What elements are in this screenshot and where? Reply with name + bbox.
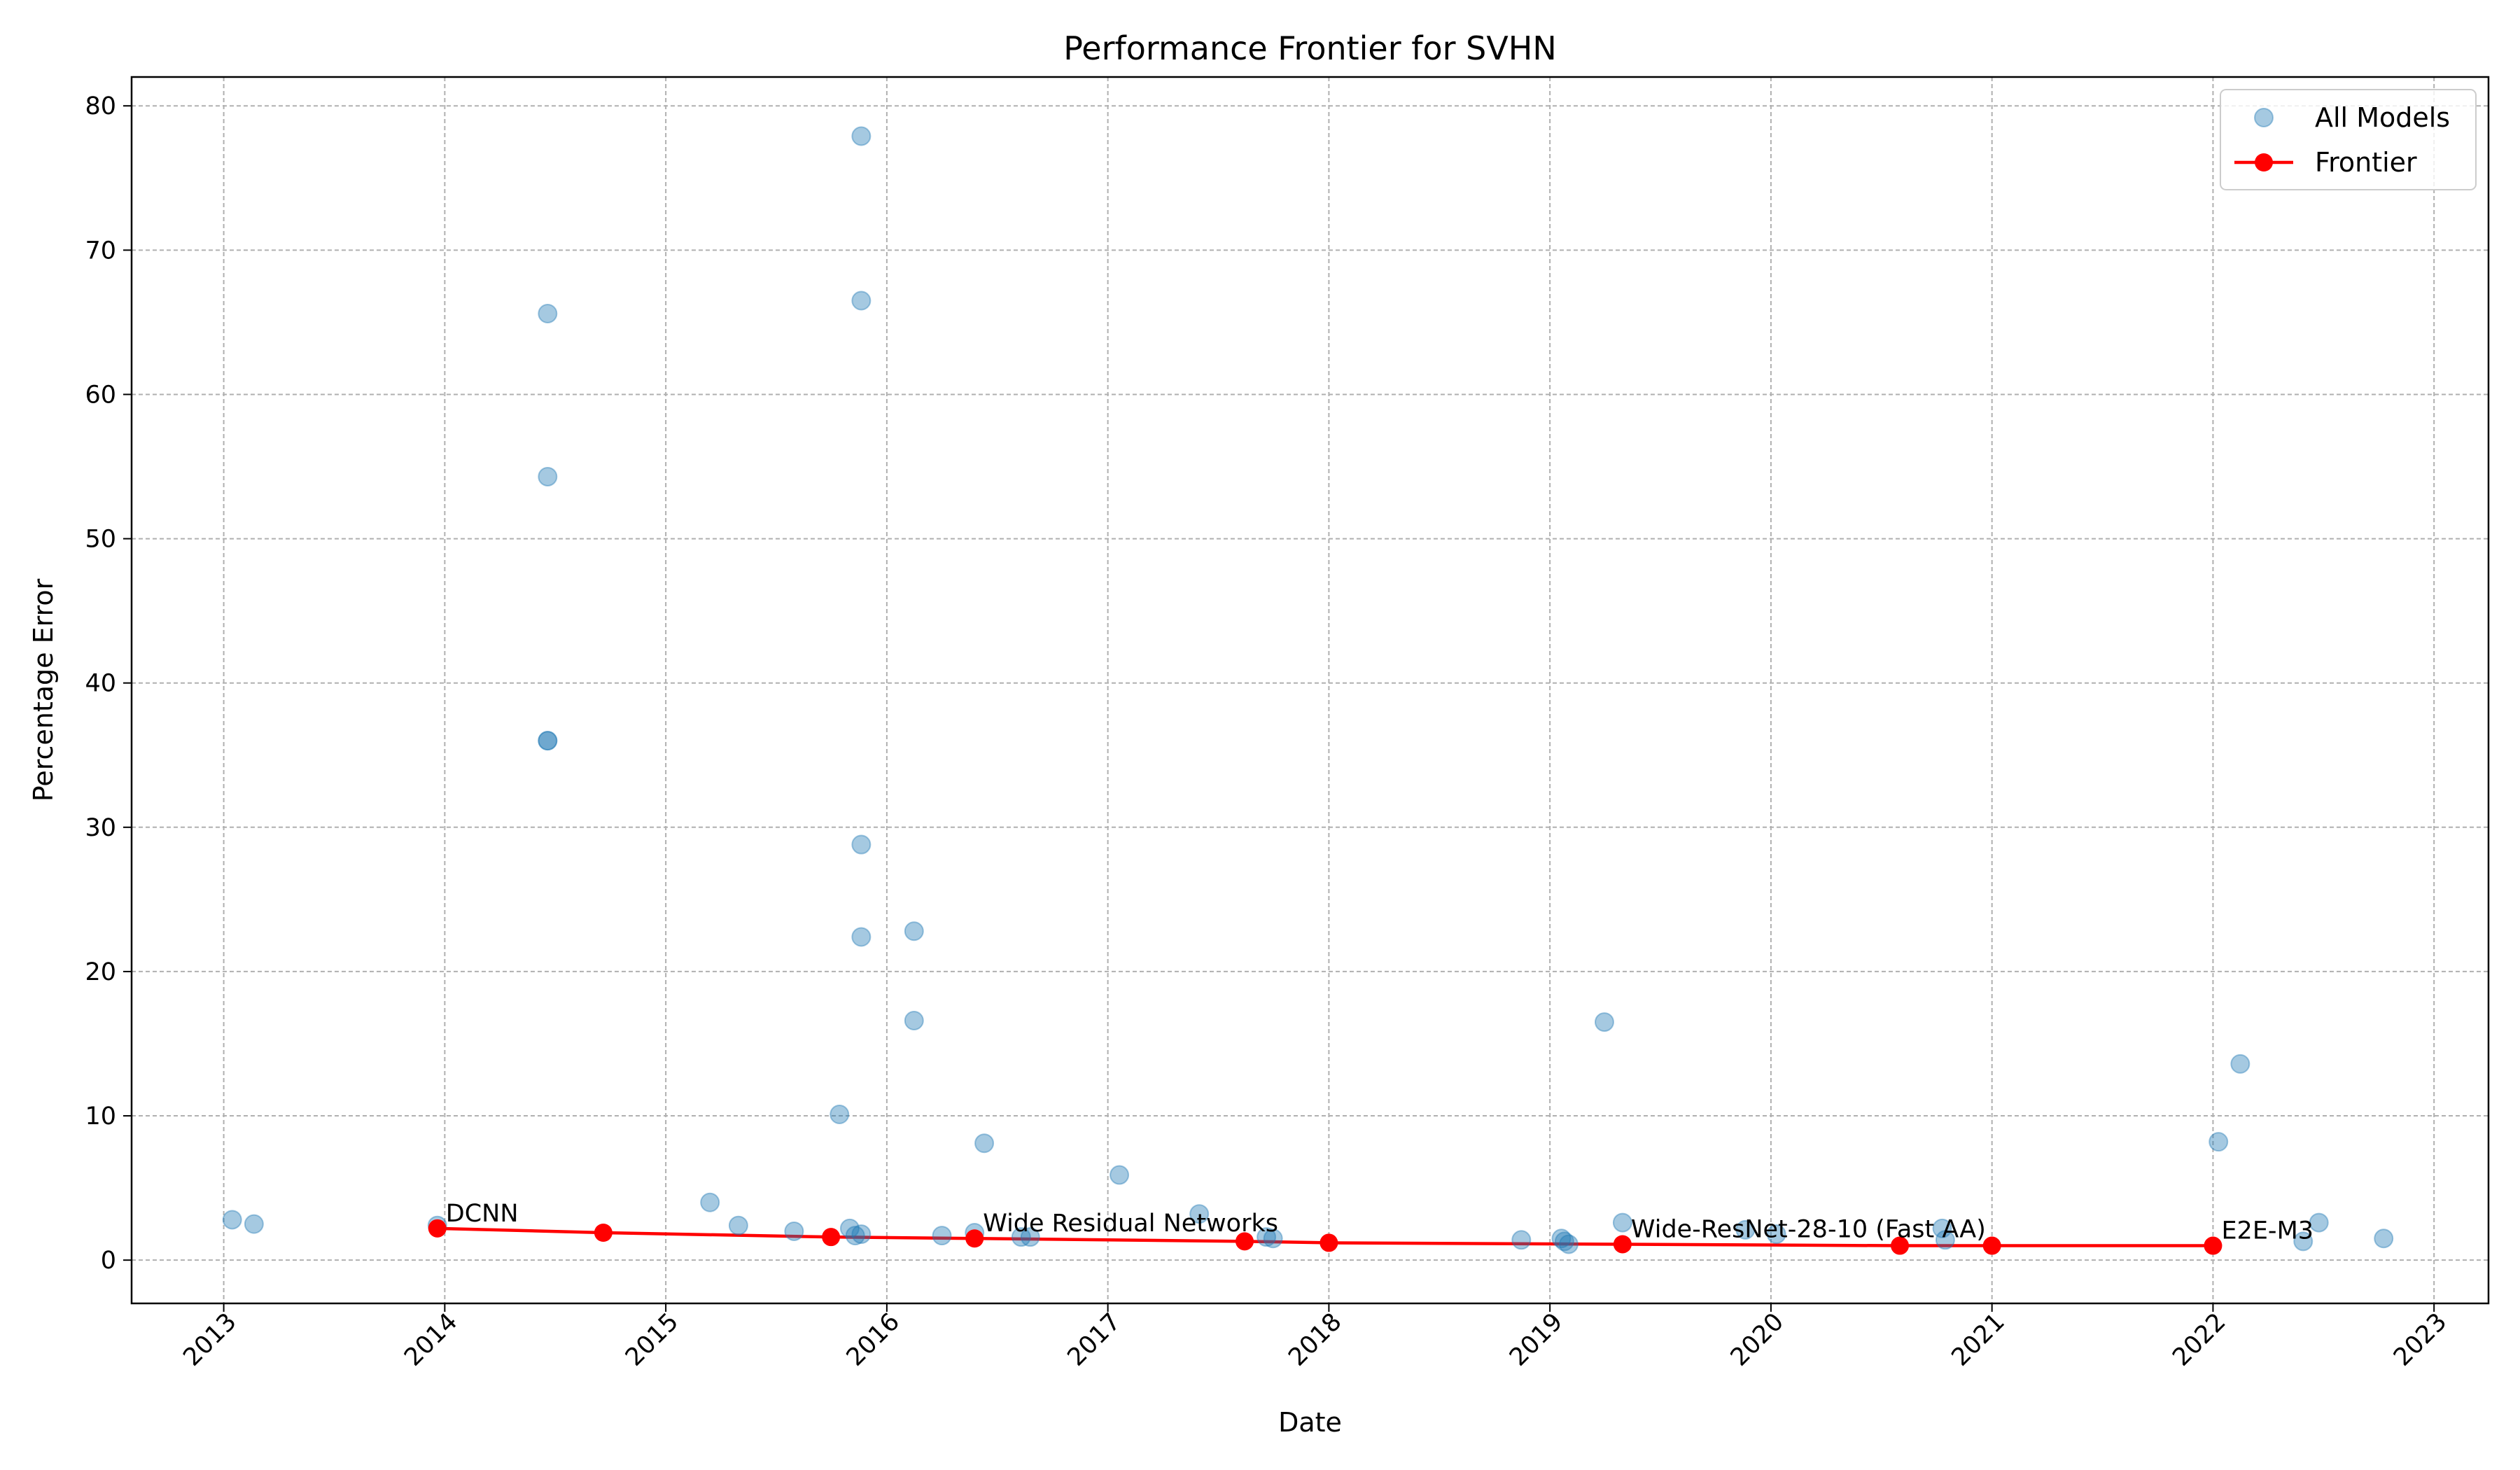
- all-models-point: [728, 1215, 748, 1236]
- all-models-point: [851, 126, 872, 146]
- all-models-point: [538, 304, 558, 324]
- all-models-point: [851, 927, 872, 947]
- y-tick-label: 50: [85, 526, 116, 554]
- all-models-point: [1110, 1165, 1130, 1185]
- all-models-point: [1011, 1227, 1031, 1247]
- all-models-point: [839, 1218, 860, 1238]
- legend-frontier-marker: [2255, 153, 2273, 172]
- all-models-point: [851, 290, 872, 311]
- frontier-annotation: E2E-M3: [2221, 1217, 2314, 1245]
- frontier-point: [822, 1228, 841, 1247]
- all-models-point: [2230, 1054, 2250, 1074]
- all-models-point: [2208, 1132, 2229, 1152]
- all-models-point: [222, 1210, 242, 1230]
- y-tick-label: 0: [101, 1247, 116, 1275]
- all-models-point: [932, 1226, 952, 1246]
- all-models-point: [1932, 1218, 1952, 1238]
- frontier-points: [428, 1219, 2222, 1255]
- all-models-point: [1766, 1224, 1786, 1245]
- legend-frontier-label: Frontier: [2315, 147, 2417, 178]
- frontier-point: [1320, 1233, 1338, 1252]
- frontier-point: [1613, 1235, 1632, 1254]
- all-models-point: [1189, 1204, 1210, 1224]
- all-models-point: [700, 1192, 720, 1212]
- y-tick-label: 30: [85, 814, 116, 842]
- y-tick-label: 20: [85, 958, 116, 986]
- plot-frame: [130, 76, 2490, 1305]
- frontier-line-group: [437, 1226, 2213, 1247]
- all-models-point: [974, 1133, 995, 1154]
- x-axis-label: Date: [1278, 1407, 1342, 1438]
- y-axis-ticks: 0 10 20 30 40 50 60 70 80: [85, 92, 132, 1275]
- frontier-point: [1982, 1236, 2001, 1255]
- all-models-point: [538, 466, 558, 486]
- all-models-point: [244, 1214, 264, 1234]
- annotations: DCNN Wide Residual Networks Wide-ResNet-28…: [446, 1200, 2314, 1245]
- y-tick-label: 60: [85, 381, 116, 409]
- all-models-point: [1612, 1212, 1632, 1233]
- all-models-point: [1735, 1219, 1756, 1240]
- all-models-point: [904, 1011, 924, 1031]
- all-models-point: [2374, 1228, 2394, 1249]
- all-models-point: [1935, 1230, 1955, 1250]
- y-tick-label: 40: [85, 670, 116, 698]
- legend-box: [2220, 89, 2477, 190]
- all-models-point: [904, 921, 924, 941]
- all-models-point: [1594, 1012, 1614, 1032]
- legend-all-models-marker: [2254, 108, 2274, 127]
- y-tick-label: 80: [85, 92, 116, 120]
- all-models-point: [830, 1104, 850, 1124]
- frontier-annotation: Wide-ResNet-28-10 (Fast AA): [1631, 1215, 1986, 1243]
- all-models-point: [851, 1224, 872, 1245]
- grid-lines: [132, 77, 2488, 1303]
- frontier-annotation: Wide Residual Networks: [983, 1210, 1278, 1238]
- chart-title: Performance Frontier for SVHN: [1063, 29, 1557, 67]
- all-models-point: [1020, 1227, 1040, 1247]
- all-models-points: [222, 126, 2394, 1254]
- y-tick-label: 10: [85, 1102, 116, 1130]
- y-tick-label: 70: [85, 237, 116, 265]
- all-models-point: [538, 731, 558, 751]
- frontier-point: [1236, 1232, 1254, 1251]
- all-models-point: [1263, 1228, 1283, 1249]
- all-models-point: [2293, 1231, 2314, 1252]
- all-models-point: [851, 834, 872, 855]
- all-models-point: [2309, 1212, 2329, 1233]
- all-models-point: [784, 1221, 804, 1241]
- frontier-line: [437, 1226, 2213, 1247]
- all-models-point: [1554, 1231, 1574, 1252]
- all-models-point: [1551, 1228, 1572, 1249]
- frontier-point: [428, 1219, 447, 1238]
- legend: All Models Frontier: [2220, 89, 2477, 190]
- frontier-point: [965, 1229, 984, 1248]
- y-axis-label: Percentage Error: [28, 578, 59, 802]
- frontier-annotation: DCNN: [446, 1200, 519, 1228]
- all-models-point: [1558, 1234, 1578, 1254]
- all-models-point: [1511, 1230, 1532, 1250]
- all-models-point: [538, 731, 558, 751]
- legend-all-models-label: All Models: [2315, 102, 2450, 133]
- frontier-point: [594, 1224, 612, 1242]
- all-models-point: [845, 1226, 865, 1246]
- all-models-point: [1256, 1227, 1277, 1247]
- frontier-point: [2204, 1236, 2222, 1255]
- frontier-point: [1891, 1236, 1910, 1255]
